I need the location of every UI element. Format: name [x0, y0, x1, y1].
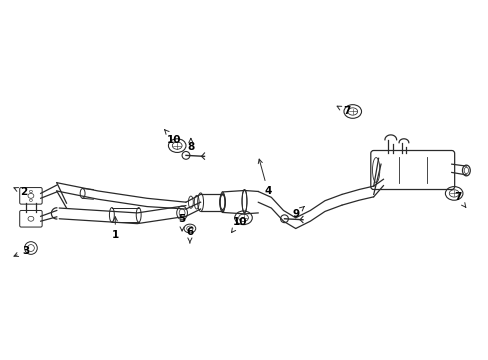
Text: 10: 10: [164, 130, 181, 145]
Text: 3: 3: [14, 246, 30, 256]
Text: 5: 5: [178, 214, 185, 231]
Text: 4: 4: [258, 159, 271, 196]
Text: 9: 9: [291, 206, 304, 219]
Text: 7: 7: [453, 192, 465, 207]
Text: 8: 8: [187, 138, 194, 152]
Text: 10: 10: [231, 217, 246, 233]
Text: 6: 6: [186, 228, 193, 243]
Text: 1: 1: [111, 217, 119, 240]
Text: 2: 2: [14, 188, 28, 197]
Text: 7: 7: [336, 106, 350, 117]
